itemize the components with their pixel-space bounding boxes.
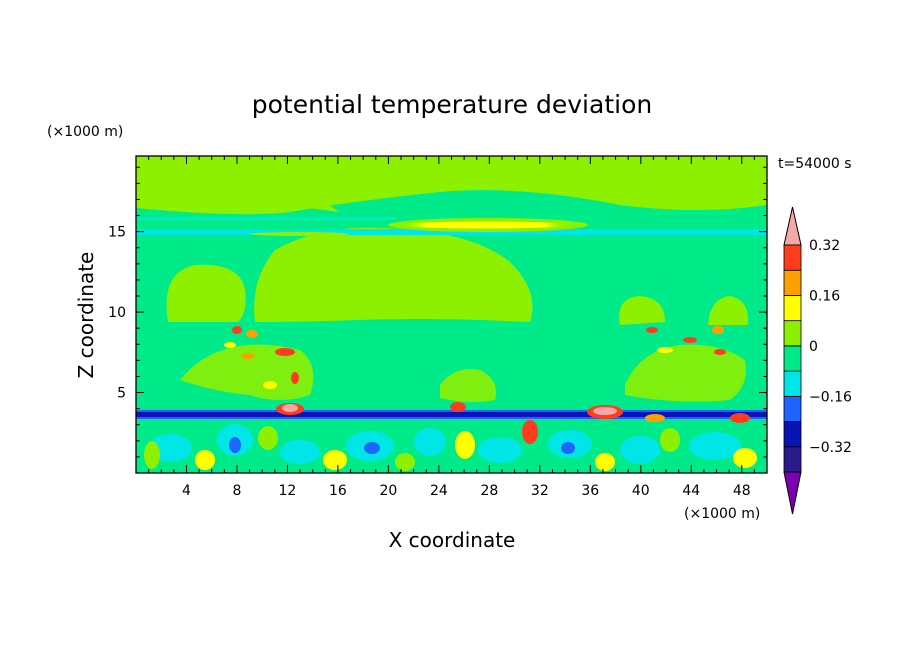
right-plume-a (619, 296, 665, 325)
colorbar-extend-low (783, 471, 802, 515)
x-tick-label: 12 (279, 483, 297, 499)
y-axis-label: Z coordinate (74, 252, 98, 379)
upper-warm-left-blob (262, 156, 340, 212)
x-tick-label: 48 (733, 483, 751, 499)
colorbar-label: 0.16 (809, 288, 840, 304)
colorbar-box (783, 244, 802, 271)
x-tick-label: 40 (632, 483, 650, 499)
colorbar-box (783, 320, 802, 347)
boundary-warm-cells (144, 420, 757, 471)
mid-left-patches (180, 344, 314, 400)
y-unit-label: (×1000 m) (47, 124, 123, 140)
warm-spots-left (224, 326, 299, 389)
colorbar-box (783, 446, 802, 473)
cool-streak (250, 232, 350, 236)
upper-right-blob (585, 156, 767, 205)
x-axis-label: X coordinate (389, 528, 516, 552)
colorbar-box (783, 269, 802, 296)
x-unit-label: (×1000 m) (684, 506, 760, 522)
x-tick-label: 8 (232, 483, 241, 499)
warm-band-core (400, 221, 570, 229)
mid-center-patches (440, 369, 496, 403)
colorbar-label: −0.32 (809, 440, 852, 456)
colorbar-box (783, 370, 802, 397)
y-tick-label: 15 (108, 225, 126, 241)
central-plume (254, 227, 533, 322)
y-axis: 5 10 15 (108, 166, 767, 458)
inversion-warm-spots (276, 402, 750, 423)
colorbar: 0.32 0.16 0 −0.16 −0.32 (783, 206, 852, 515)
time-label: t=54000 s (778, 156, 852, 172)
x-tick-label: 20 (379, 483, 397, 499)
x-tick-label: 36 (581, 483, 599, 499)
inversion-core (136, 412, 767, 417)
chart-title: potential temperature deviation (252, 90, 652, 119)
colorbar-box (783, 345, 802, 372)
right-plume-b (708, 296, 749, 325)
colorbar-box (783, 421, 802, 448)
x-tick-label: 16 (329, 483, 347, 499)
left-plume (166, 264, 246, 322)
x-tick-label: 32 (531, 483, 549, 499)
x-tick-label: 44 (682, 483, 700, 499)
colorbar-label: 0 (809, 339, 818, 355)
y-tick-label: 10 (108, 305, 126, 321)
x-tick-label: 28 (480, 483, 498, 499)
x-axis: 4 8 12 16 20 24 28 32 36 40 44 48 (148, 156, 755, 499)
heatmap-field (136, 156, 767, 473)
colorbar-extend-high (783, 206, 802, 246)
warm-spots-right (646, 326, 726, 355)
colorbar-label: −0.16 (809, 389, 852, 405)
colorbar-box (783, 395, 802, 422)
x-tick-label: 24 (430, 483, 448, 499)
colorbar-box (783, 295, 802, 322)
x-tick-label: 4 (182, 483, 191, 499)
cool-band (136, 229, 767, 235)
y-tick-label: 5 (117, 386, 126, 402)
mid-right-patches (625, 344, 746, 402)
cool-band-edge (136, 217, 396, 220)
boundary-cool-cells (148, 424, 741, 464)
colorbar-label: 0.32 (809, 238, 840, 254)
